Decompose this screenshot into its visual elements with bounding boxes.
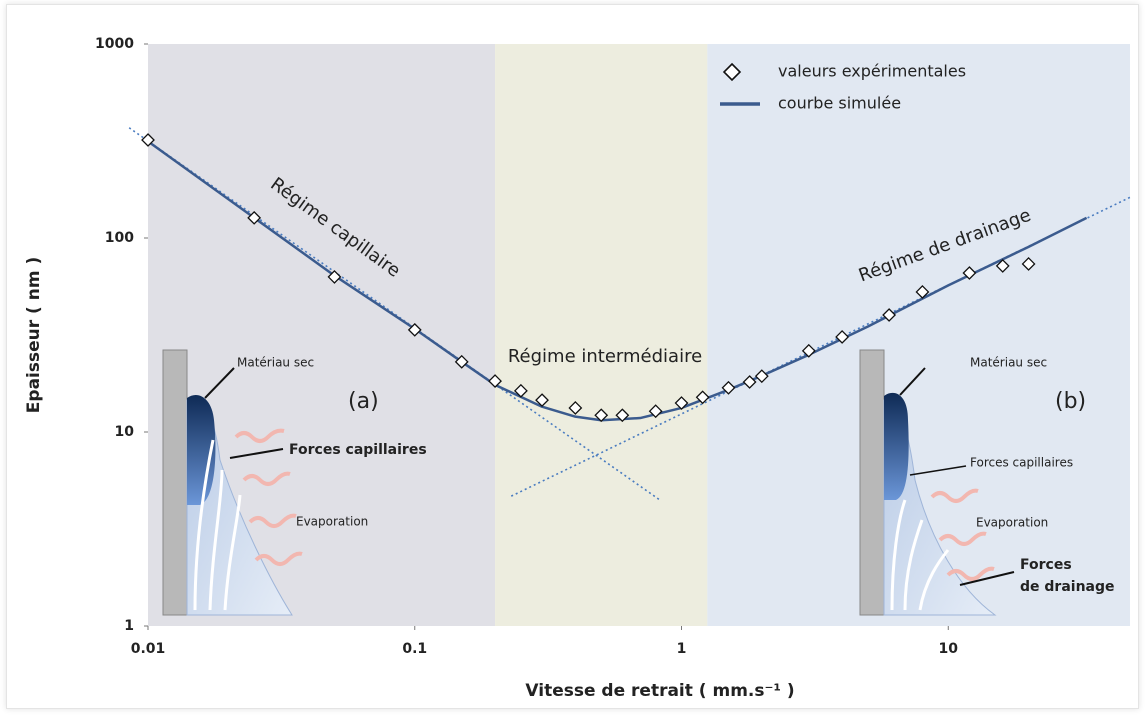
dry-material <box>187 394 216 505</box>
extensions <box>128 127 1131 501</box>
label: Forces <box>1020 557 1072 573</box>
data-point <box>615 408 630 423</box>
x-tick-label: 0.1 <box>402 641 427 657</box>
extension-line <box>128 127 661 501</box>
y-tick-label: 10 <box>115 424 135 440</box>
data-point <box>674 396 689 410</box>
x-tick-label: 10 <box>939 641 959 657</box>
x-tick-label: 1 <box>677 641 687 657</box>
data-point <box>141 133 155 147</box>
data-point <box>454 354 469 369</box>
data-point <box>754 369 769 384</box>
evaporation-arrows <box>930 488 995 581</box>
region-label: Régime intermédiaire <box>508 346 702 367</box>
data-point <box>882 308 897 322</box>
illustration-b: Matériau sec (b) Forces capillaires Evap… <box>859 349 1115 616</box>
data-point <box>535 393 549 408</box>
y-tick-label: 100 <box>105 230 134 246</box>
evaporation-arrows <box>234 428 303 566</box>
pointer <box>909 465 967 476</box>
pointer <box>204 367 235 399</box>
label: Matériau sec <box>970 356 1047 370</box>
y-tick-label: 1 <box>124 618 134 634</box>
label: de drainage <box>1020 579 1115 595</box>
regions <box>144 43 1130 630</box>
y-axis-label: Epaisseur ( nm ) <box>24 257 44 413</box>
data-point <box>962 266 977 280</box>
label: Evaporation <box>296 515 368 529</box>
legend-label: courbe simulée <box>778 94 901 113</box>
label: Forces capillaires <box>289 442 427 458</box>
data-point <box>695 390 710 405</box>
legend-label: valeurs expérimentales <box>778 62 966 81</box>
simulated-curve <box>147 140 1088 422</box>
data-point <box>247 210 262 225</box>
illustration-a: Matériau sec (a) Forces capillaires Evap… <box>162 349 427 616</box>
pointer <box>959 571 1015 586</box>
data-point <box>327 270 342 284</box>
data-point <box>568 401 583 415</box>
label: (a) <box>348 389 379 414</box>
dry-material <box>884 392 909 500</box>
label: Evaporation <box>976 516 1048 530</box>
data-point <box>742 375 757 389</box>
data-point <box>835 330 850 344</box>
region <box>495 44 708 626</box>
data-point <box>648 404 663 419</box>
label: Matériau sec <box>237 356 314 370</box>
label: Forces capillaires <box>970 456 1073 470</box>
data-point <box>721 380 736 395</box>
pointer <box>229 448 284 459</box>
data-point <box>1021 257 1036 271</box>
data-point <box>594 408 609 423</box>
data-point <box>513 383 528 398</box>
y-tick-label: 1000 <box>95 36 134 52</box>
data-point <box>995 258 1010 273</box>
data-point <box>915 285 930 299</box>
data-point <box>801 343 816 358</box>
label: (b) <box>1055 389 1086 414</box>
x-axis-label: Vitesse de retrait ( mm.s⁻¹ ) <box>525 681 794 701</box>
wall <box>162 349 188 616</box>
wall <box>859 349 885 616</box>
legend-marker <box>722 62 742 82</box>
data-point <box>488 374 502 389</box>
x-tick-label: 0.01 <box>131 641 166 657</box>
data-point <box>407 322 422 337</box>
pointer <box>899 367 926 396</box>
flow <box>193 439 242 611</box>
flow <box>890 499 950 611</box>
